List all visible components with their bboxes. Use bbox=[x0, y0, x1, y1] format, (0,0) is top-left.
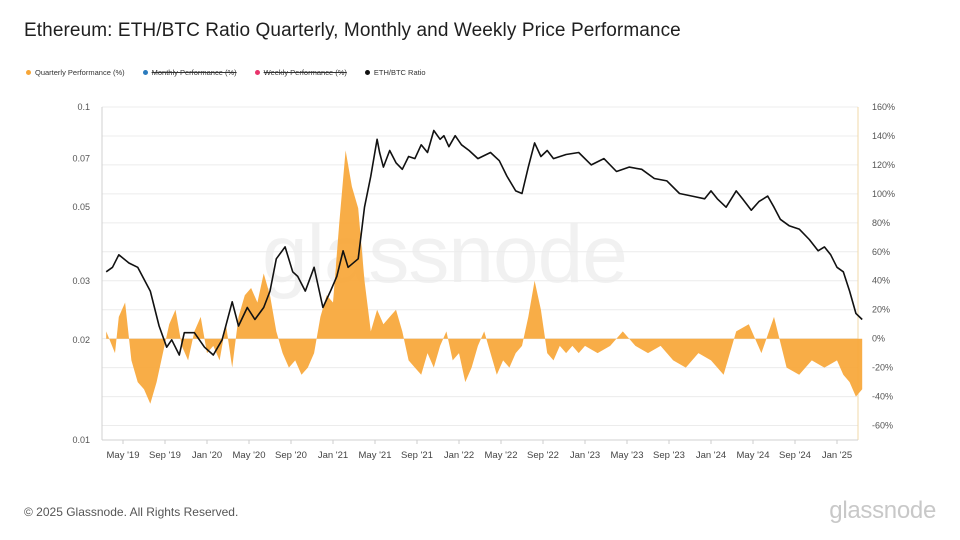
right-axis-tick-label: 0% bbox=[872, 334, 885, 344]
x-axis-tick-label: Sep '23 bbox=[653, 450, 685, 461]
x-axis-tick-label: Sep '20 bbox=[275, 450, 307, 461]
right-axis-tick-label: 100% bbox=[872, 189, 895, 199]
x-axis-tick-label: Jan '23 bbox=[570, 450, 600, 461]
legend-item-quarterly[interactable]: Quarterly Performance (%) bbox=[26, 68, 125, 77]
x-axis-tick-label: Jan '20 bbox=[192, 450, 222, 461]
right-axis-tick-label: 20% bbox=[872, 305, 890, 315]
right-axis-tick-label: -40% bbox=[872, 392, 893, 402]
legend-item-monthly[interactable]: Monthly Performance (%) bbox=[142, 67, 237, 77]
x-axis-tick-label: Jan '22 bbox=[444, 450, 474, 461]
x-axis-tick-label: May '24 bbox=[737, 450, 770, 461]
brand-logo: glassnode bbox=[829, 497, 936, 524]
legend-item-weekly[interactable]: Weekly Performance (%) bbox=[254, 67, 347, 77]
chart-title: Ethereum: ETH/BTC Ratio Quarterly, Month… bbox=[24, 20, 681, 41]
right-axis-tick-label: -20% bbox=[872, 363, 893, 373]
legend-dot-eth-btc bbox=[364, 69, 370, 75]
legend-label-weekly: Weekly Performance (%) bbox=[263, 67, 347, 77]
right-axis-tick-label: -60% bbox=[872, 421, 893, 431]
right-axis-tick-label: 60% bbox=[872, 247, 890, 257]
x-axis-tick-label: Jan '25 bbox=[822, 450, 852, 461]
x-axis-tick-label: May '20 bbox=[233, 450, 266, 461]
left-axis-tick-label: 0.1 bbox=[77, 102, 90, 112]
x-axis-tick-label: May '23 bbox=[611, 450, 644, 461]
x-axis-tick-label: Sep '24 bbox=[779, 450, 811, 461]
legend-label-eth-btc: ETH/BTC Ratio bbox=[373, 67, 426, 77]
copyright-footer: © 2025 Glassnode. All Rights Reserved. bbox=[24, 505, 239, 519]
left-axis-tick-label: 0.02 bbox=[72, 335, 90, 345]
x-axis-tick-label: May '21 bbox=[359, 450, 392, 461]
right-axis-tick-label: 140% bbox=[872, 131, 895, 141]
left-axis-tick-label: 0.01 bbox=[72, 435, 90, 445]
x-axis-tick-label: Jan '24 bbox=[696, 450, 726, 461]
legend-item-eth-btc[interactable]: ETH/BTC Ratio bbox=[364, 67, 426, 77]
legend-dot-quarterly bbox=[26, 69, 31, 75]
x-axis-tick-label: Jan '21 bbox=[318, 450, 348, 461]
quarterly-performance-area bbox=[106, 150, 863, 404]
legend: Quarterly Performance (%) Monthly Perfor… bbox=[26, 66, 426, 78]
right-axis-tick-label: 120% bbox=[872, 160, 895, 170]
x-axis-tick-label: May '22 bbox=[485, 450, 518, 461]
left-axis-tick-label: 0.05 bbox=[72, 202, 90, 212]
x-axis-tick-label: Sep '19 bbox=[149, 450, 181, 461]
left-axis-tick-label: 0.03 bbox=[72, 276, 90, 286]
legend-label-monthly: Monthly Performance (%) bbox=[151, 67, 237, 77]
x-axis-tick-label: May '19 bbox=[107, 450, 140, 461]
right-axis-tick-label: 80% bbox=[872, 218, 890, 228]
right-axis-tick-label: 160% bbox=[872, 102, 895, 112]
legend-label-quarterly: Quarterly Performance (%) bbox=[35, 67, 125, 77]
eth-btc-ratio-line bbox=[105, 129, 863, 356]
left-axis-tick-label: 0.07 bbox=[72, 154, 90, 164]
right-axis-tick-label: 40% bbox=[872, 276, 890, 286]
legend-dot-weekly bbox=[254, 69, 260, 75]
x-axis-tick-label: Sep '22 bbox=[527, 450, 559, 461]
x-axis-tick-label: Sep '21 bbox=[401, 450, 433, 461]
legend-dot-monthly bbox=[142, 69, 148, 75]
